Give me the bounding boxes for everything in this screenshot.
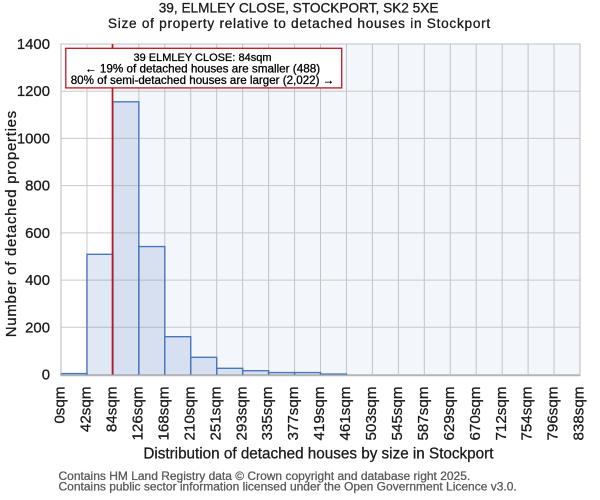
svg-text:796sqm: 796sqm [545,387,562,441]
svg-text:← 19% of detached houses are s: ← 19% of detached houses are smaller (48… [85,62,320,75]
svg-text:Distribution of detached house: Distribution of detached houses by size … [143,446,494,463]
svg-text:461sqm: 461sqm [337,387,354,441]
svg-text:39, ELMLEY CLOSE, STOCKPORT, S: 39, ELMLEY CLOSE, STOCKPORT, SK2 5XE [159,1,439,16]
svg-text:84sqm: 84sqm [104,387,121,433]
svg-text:400: 400 [25,273,50,289]
svg-text:42sqm: 42sqm [78,387,95,433]
svg-text:0: 0 [42,368,50,384]
svg-text:39 ELMLEY CLOSE: 84sqm: 39 ELMLEY CLOSE: 84sqm [134,52,272,64]
svg-text:293sqm: 293sqm [233,387,250,441]
svg-text:Contains HM Land Registry data: Contains HM Land Registry data © Crown c… [59,469,471,483]
svg-text:419sqm: 419sqm [311,387,328,441]
svg-text:168sqm: 168sqm [155,387,172,441]
svg-text:251sqm: 251sqm [207,387,224,441]
svg-text:80% of semi-detached houses ar: 80% of semi-detached houses are larger (… [71,74,335,87]
svg-text:670sqm: 670sqm [467,387,484,441]
svg-text:587sqm: 587sqm [415,387,432,441]
svg-text:838sqm: 838sqm [571,387,588,441]
svg-text:1400: 1400 [17,37,50,53]
svg-text:200: 200 [25,320,50,336]
svg-text:629sqm: 629sqm [441,387,458,441]
svg-text:335sqm: 335sqm [259,387,276,441]
svg-text:210sqm: 210sqm [181,387,198,441]
svg-text:1000: 1000 [17,131,50,147]
svg-text:Number of detached properties: Number of detached properties [3,110,20,337]
svg-text:377sqm: 377sqm [285,387,302,441]
svg-text:1200: 1200 [17,84,50,100]
svg-text:503sqm: 503sqm [363,387,380,441]
svg-text:712sqm: 712sqm [493,387,510,441]
svg-text:600: 600 [25,226,50,242]
svg-text:0sqm: 0sqm [52,387,69,424]
svg-text:Size of property relative to d: Size of property relative to detached ho… [108,16,491,31]
svg-text:126sqm: 126sqm [129,387,146,441]
svg-text:800: 800 [25,179,50,195]
svg-text:545sqm: 545sqm [389,387,406,441]
svg-text:754sqm: 754sqm [519,387,536,441]
svg-text:Contains public sector informa: Contains public sector information licen… [59,480,517,494]
